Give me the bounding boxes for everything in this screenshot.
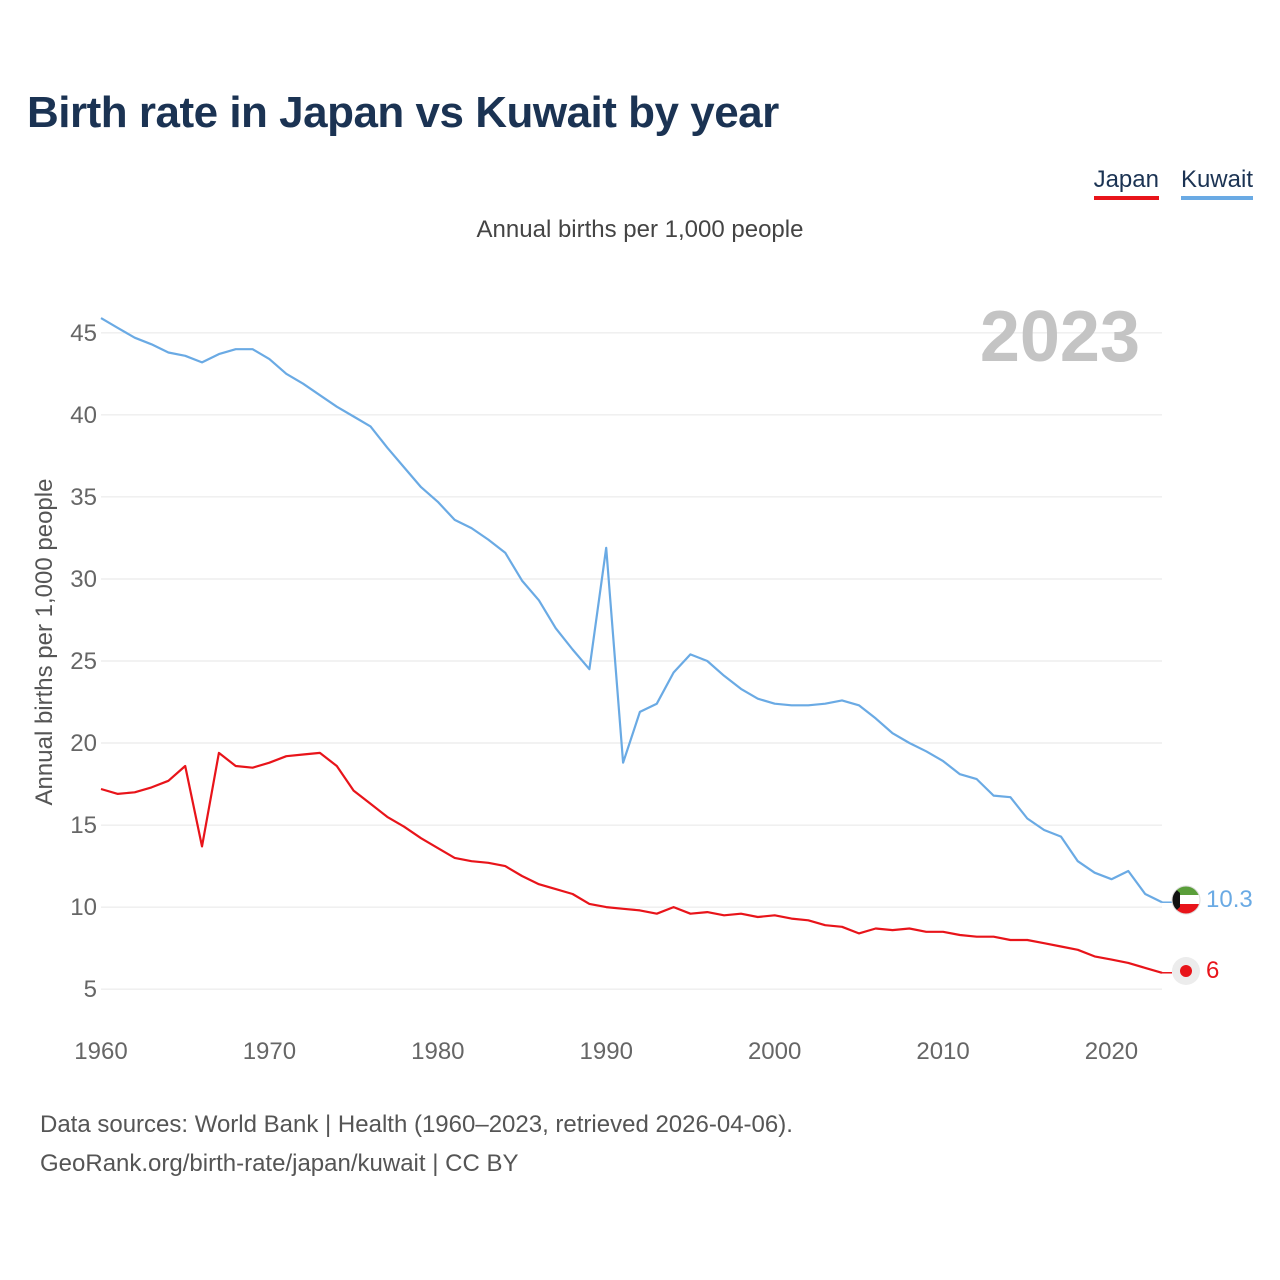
grid-lines bbox=[101, 332, 1162, 990]
japan-end-value: 6 bbox=[1206, 957, 1219, 984]
x-tick-label: 2010 bbox=[916, 1038, 969, 1065]
y-tick-label: 15 bbox=[70, 812, 97, 839]
attribution-text: GeoRank.org/birth-rate/japan/kuwait | CC… bbox=[40, 1150, 519, 1177]
year-watermark: 2023 bbox=[980, 297, 1140, 377]
footer: Data sources: World Bank | Health (1960–… bbox=[40, 1105, 793, 1183]
x-tick-label: 2000 bbox=[748, 1038, 801, 1065]
y-axis-ticks: 5 10 15 20 25 30 35 40 45 bbox=[70, 320, 97, 1003]
legend-item-kuwait[interactable]: Kuwait bbox=[1180, 166, 1253, 200]
y-tick-label: 10 bbox=[70, 894, 97, 921]
data-sources-text: Data sources: World Bank | Health (1960–… bbox=[40, 1111, 793, 1138]
y-tick-label: 20 bbox=[70, 730, 97, 757]
x-tick-label: 2020 bbox=[1085, 1038, 1138, 1065]
series-lines bbox=[100, 317, 1172, 974]
x-tick-label: 1980 bbox=[411, 1038, 464, 1065]
series-line-kuwait bbox=[100, 317, 1163, 904]
x-axis-ticks: 1960 1970 1980 1990 2000 2010 2020 bbox=[74, 1038, 1138, 1065]
kuwait-flag-icon bbox=[1171, 885, 1201, 915]
series-line-japan bbox=[100, 751, 1163, 974]
y-tick-label: 5 bbox=[84, 976, 97, 1003]
legend: Japan Kuwait bbox=[1093, 166, 1253, 200]
chart-subtitle: Annual births per 1,000 people bbox=[476, 216, 804, 243]
chart-title: Birth rate in Japan vs Kuwait by year bbox=[27, 88, 779, 137]
y-tick-label: 35 bbox=[70, 484, 97, 511]
kuwait-end-value: 10.3 bbox=[1206, 886, 1253, 913]
y-axis-label: Annual births per 1,000 people bbox=[31, 479, 58, 806]
y-tick-label: 45 bbox=[70, 320, 97, 347]
y-tick-label: 25 bbox=[70, 648, 97, 675]
japan-flag-icon bbox=[1172, 957, 1200, 985]
x-tick-label: 1960 bbox=[74, 1038, 127, 1065]
x-tick-label: 1990 bbox=[580, 1038, 633, 1065]
x-tick-label: 1970 bbox=[243, 1038, 296, 1065]
y-tick-label: 40 bbox=[70, 402, 97, 429]
y-tick-label: 30 bbox=[70, 566, 97, 593]
legend-item-japan[interactable]: Japan bbox=[1093, 166, 1159, 200]
